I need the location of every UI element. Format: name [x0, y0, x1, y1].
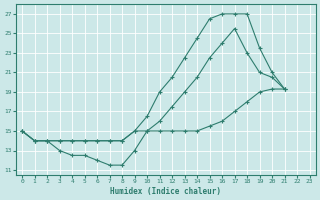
X-axis label: Humidex (Indice chaleur): Humidex (Indice chaleur): [110, 187, 221, 196]
